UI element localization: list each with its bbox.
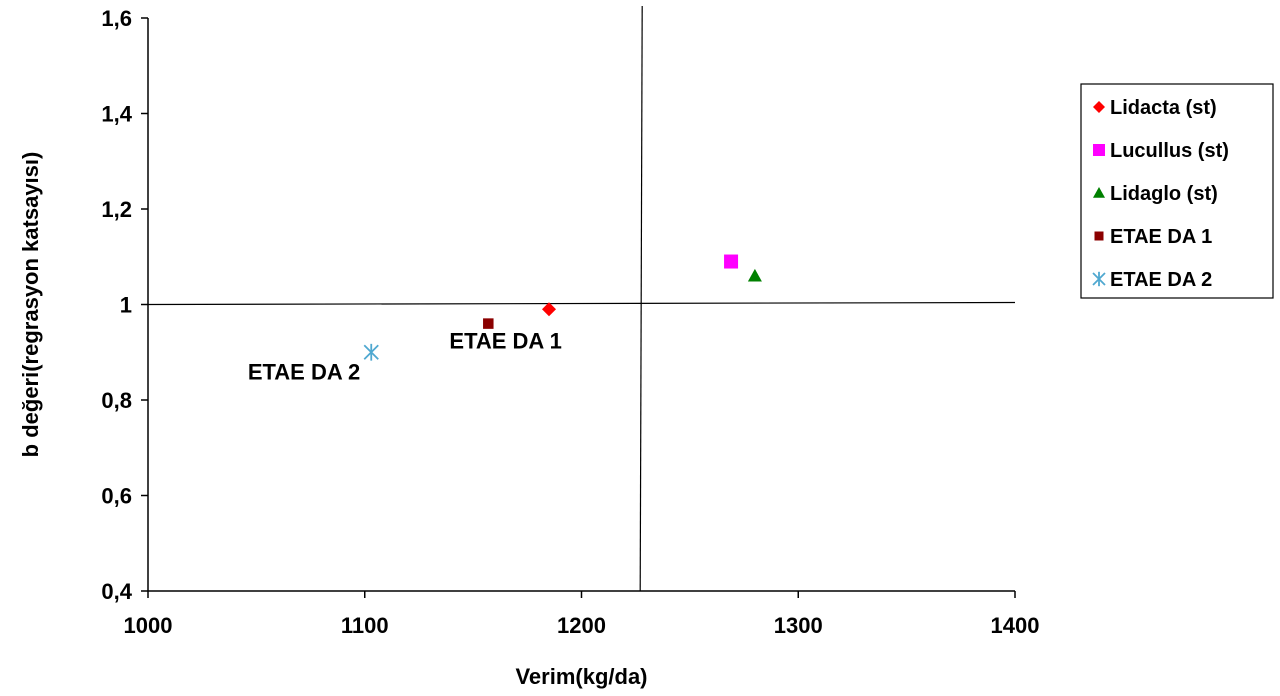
legend-marker <box>1093 101 1105 113</box>
legend-label: Lidacta (st) <box>1110 97 1217 119</box>
x-tick-label: 1100 <box>341 613 389 638</box>
legend-item: Lidacta (st) <box>1093 97 1217 119</box>
y-tick-label: 1 <box>120 293 132 318</box>
y-axis-title: b değeri(regrasyon katsayısı) <box>18 152 43 458</box>
y-tick-label: 1,2 <box>101 197 132 222</box>
data-point <box>483 318 494 329</box>
vertical-reference-line <box>639 5 643 592</box>
legend-item: ETAE DA 2 <box>1092 269 1212 291</box>
data-point <box>541 302 556 317</box>
y-tick-label: 0,6 <box>101 484 132 509</box>
data-point <box>363 343 379 361</box>
horizontal-reference-line <box>147 301 1016 306</box>
data-point <box>747 268 762 282</box>
x-axis-ticks: 1000 1100 1200 1300 1400 <box>124 591 1040 638</box>
y-tick-label: 1,6 <box>101 6 132 31</box>
legend-label: ETAE DA 1 <box>1110 226 1212 248</box>
legend-label: Lidaglo (st) <box>1110 183 1218 205</box>
y-tick-label: 0,4 <box>101 579 132 604</box>
data-points <box>363 254 762 361</box>
plot-area: 1000 1100 1200 1300 1400 0,4 0,6 0,8 1 1,2 1,4 1,6… <box>101 5 1040 638</box>
x-axis-title: Verim(kg/da) <box>515 664 647 689</box>
legend-box <box>1080 83 1274 299</box>
y-axis-ticks: 0,4 0,6 0,8 1 1,2 1,4 1,6 <box>101 6 148 604</box>
legend-item: Lucullus (st) <box>1093 140 1229 162</box>
x-tick-label: 1000 <box>124 613 173 638</box>
point-annotation: ETAE DA 2 <box>248 359 360 384</box>
y-tick-label: 1,4 <box>101 102 132 127</box>
y-tick-label: 0,8 <box>101 388 132 413</box>
legend: Lidacta (st) Lucullus (st) Lidaglo (st) ETA… <box>1080 83 1274 299</box>
legend-marker <box>1094 231 1104 241</box>
x-tick-label: 1300 <box>774 613 823 638</box>
x-tick-label: 1400 <box>991 613 1040 638</box>
point-annotations: ETAE DA 1 ETAE DA 2 <box>248 328 562 384</box>
data-point <box>724 254 739 269</box>
legend-label: Lucullus (st) <box>1110 140 1229 162</box>
point-annotation: ETAE DA 1 <box>449 328 561 353</box>
legend-item: ETAE DA 1 <box>1094 226 1212 248</box>
legend-marker <box>1093 144 1105 156</box>
legend-marker <box>1092 271 1106 287</box>
x-tick-label: 1200 <box>557 613 606 638</box>
legend-item: Lidaglo (st) <box>1093 183 1218 205</box>
legend-marker <box>1093 187 1105 198</box>
legend-label: ETAE DA 2 <box>1110 269 1212 291</box>
